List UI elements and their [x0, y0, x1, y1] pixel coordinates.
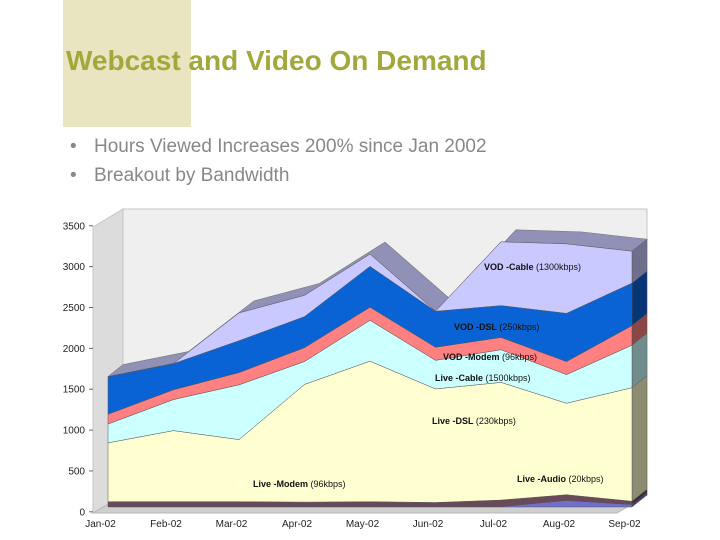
- series-label-vod-dsl: VOD -DSL (250kbps): [454, 322, 539, 332]
- y-tick-label-4: 2000: [63, 344, 86, 355]
- y-tick-label-6: 3000: [63, 262, 86, 273]
- bullet-text: Breakout by Bandwidth: [94, 165, 290, 186]
- series-label-detail: (20kbps): [569, 474, 604, 484]
- x-tick-label-7: Aug-02: [543, 519, 576, 530]
- series-label-name: Live -Modem: [253, 479, 311, 489]
- series-label-name: VOD -Modem: [443, 352, 502, 362]
- bullet-item: • Hours Viewed Increases 200% since Jan 2…: [70, 132, 487, 161]
- series-label-name: Live -Cable: [435, 373, 486, 383]
- y-tick-label-0: 0: [79, 507, 85, 518]
- bullet-item: • Breakout by Bandwidth: [70, 161, 487, 190]
- series-side-face-2: [631, 375, 648, 502]
- series-label-detail: (250kbps): [499, 322, 539, 332]
- series-label-live-dsl: Live -DSL (230kbps): [432, 416, 516, 426]
- series-label-live-audio: Live -Audio (20kbps): [517, 474, 604, 484]
- title-accent-block: [63, 0, 191, 127]
- series-label-name: Live -Audio: [517, 474, 569, 484]
- x-tick-label-6: Jul-02: [480, 519, 508, 530]
- x-tick-label-2: Mar-02: [216, 519, 248, 530]
- y-tick-label-7: 3500: [63, 221, 86, 232]
- series-label-detail: (230kbps): [476, 416, 516, 426]
- y-tick-label-2: 1000: [63, 426, 86, 437]
- series-area-vod-cable: [107, 241, 633, 377]
- series-label-live-cable: Live -Cable (1500kbps): [435, 373, 531, 383]
- y-tick-label-1: 500: [68, 466, 85, 477]
- x-tick-label-3: Apr-02: [282, 519, 312, 530]
- y-tick-label-3: 1500: [63, 385, 86, 396]
- x-tick-label-8: Sep-02: [608, 519, 641, 530]
- series-label-name: VOD -DSL: [454, 322, 499, 332]
- stacked-area-chart: 0 500 1000 1500 2000 2500 3000 3500 Jan-02 Feb-02…: [63, 208, 649, 530]
- series-label-live-modem: Live -Modem (96kbps): [253, 479, 346, 489]
- series-label-detail: (1300kbps): [536, 262, 581, 272]
- bullet-text: Hours Viewed Increases 200% since Jan 20…: [94, 136, 487, 157]
- x-tick-label-4: May-02: [346, 519, 380, 530]
- series-label-detail: (96kbps): [311, 479, 346, 489]
- x-tick-label-0: Jan-02: [85, 519, 116, 530]
- series-label-name: VOD -Cable: [484, 262, 536, 272]
- series-label-name: Live -DSL: [432, 416, 476, 426]
- bullet-list: • Hours Viewed Increases 200% since Jan 2…: [70, 132, 487, 190]
- slide-title: Webcast and Video On Demand: [66, 45, 487, 76]
- x-tick-label-1: Feb-02: [150, 519, 182, 530]
- x-tick-label-5: Jun-02: [413, 519, 444, 530]
- bullet-dot-icon: •: [70, 136, 77, 157]
- series-label-detail: (1500kbps): [486, 373, 531, 383]
- series-label-vod-cable: VOD -Cable (1300kbps): [484, 262, 581, 272]
- series-label-vod-modem: VOD -Modem (96kbps): [443, 352, 537, 362]
- y-tick-label-5: 2500: [63, 303, 86, 314]
- bullet-dot-icon: •: [70, 165, 77, 186]
- series-label-detail: (96kbps): [502, 352, 537, 362]
